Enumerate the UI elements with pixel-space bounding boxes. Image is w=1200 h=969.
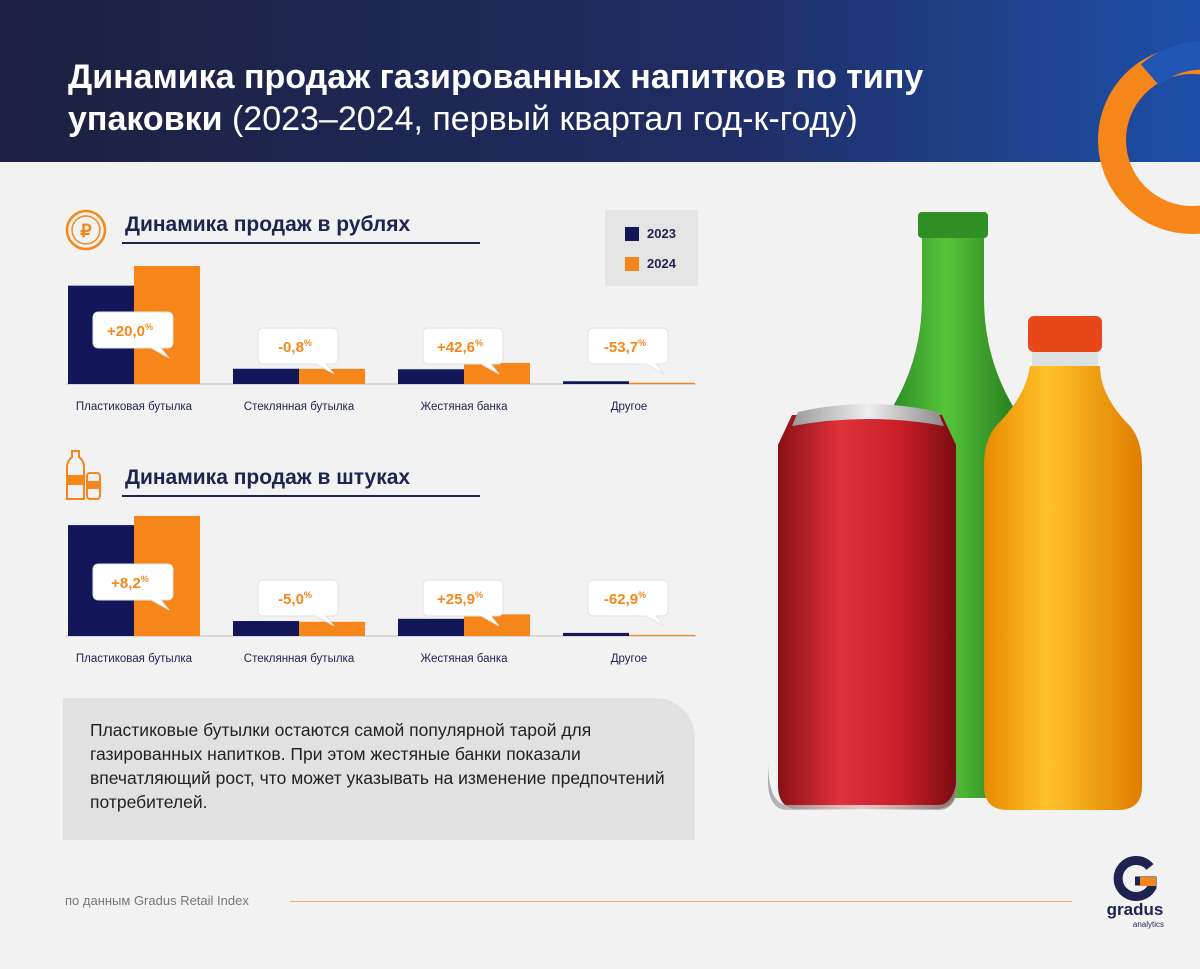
change-callout [422,327,504,375]
change-value: -62,9% [604,590,646,608]
bar-2024 [629,382,695,384]
change-value: +20,0% [107,322,153,340]
change-callout [92,563,174,611]
bar-2023 [563,632,629,636]
change-callout [257,579,339,627]
legend-label-2023: 2023 [647,226,676,241]
title-subtitle: (2023–2024, первый квартал год-к-году) [231,100,858,138]
title-bold: Динамика продаж газированных напитков по… [68,58,924,138]
bar-2023 [233,368,299,384]
category-label: Другое [611,653,648,665]
change-value: -5,0% [278,590,312,608]
orange-bottle [984,316,1142,810]
change-value: +8,2% [111,574,149,592]
bar-2024 [299,621,365,636]
category-label: Другое [611,401,648,413]
bar-2023 [398,369,464,384]
note-text: Пластиковые бутылки остаются самой попул… [90,720,665,812]
bar-charts: Пластиковая бутылка +20,0% Стеклянная буты… [66,266,696,665]
bottle-and-can-icon [66,450,101,500]
bar-2023 [398,618,464,636]
change-value: -53,7% [604,338,646,356]
section-underline [122,242,480,244]
change-value: -0,8% [278,338,312,356]
source-text: по данным Gradus Retail Index [65,893,249,908]
logo-sub: analytics [1132,920,1164,929]
change-value: +42,6% [437,338,483,356]
section-title-rubles: Динамика продаж в рублях [125,213,411,236]
change-value: +25,9% [437,590,483,608]
legend-swatch-2023 [625,227,639,241]
category-label: Жестяная банка [420,401,508,413]
bar-2023 [233,621,299,636]
bar-2024 [299,368,365,384]
legend-label-2024: 2024 [647,256,676,271]
header-banner [0,0,1200,162]
category-label: Жестяная банка [420,653,508,665]
ruble-coin-icon: ₽ [65,209,107,251]
legend-swatch-2024 [625,257,639,271]
legend: 2023 2024 [605,210,698,286]
change-callout [92,311,174,359]
change-callout [422,579,504,627]
svg-text:₽: ₽ [80,221,92,241]
drinks-illustration [768,212,1142,810]
category-label: Пластиковая бутылка [76,653,193,665]
red-can [768,404,958,810]
bar-2024 [629,634,695,636]
change-callout [587,327,669,375]
source-divider [290,901,1072,902]
logo-name: gradus [1106,900,1164,919]
page-title: Динамика продаж газированных напитков по… [68,56,1048,140]
change-callout [587,579,669,627]
bar-2023 [563,381,629,384]
decorative-ring [1098,41,1200,234]
change-callout [257,327,339,375]
note-box: Пластиковые бутылки остаются самой попул… [63,698,695,840]
section-underline [122,495,480,497]
bar-2024 [464,362,530,384]
section-title-pieces: Динамика продаж в штуках [125,466,411,489]
gradus-logo-icon [1113,856,1157,901]
category-label: Пластиковая бутылка [76,401,193,413]
category-label: Стеклянная бутылка [244,401,355,413]
category-label: Стеклянная бутылка [244,653,355,665]
